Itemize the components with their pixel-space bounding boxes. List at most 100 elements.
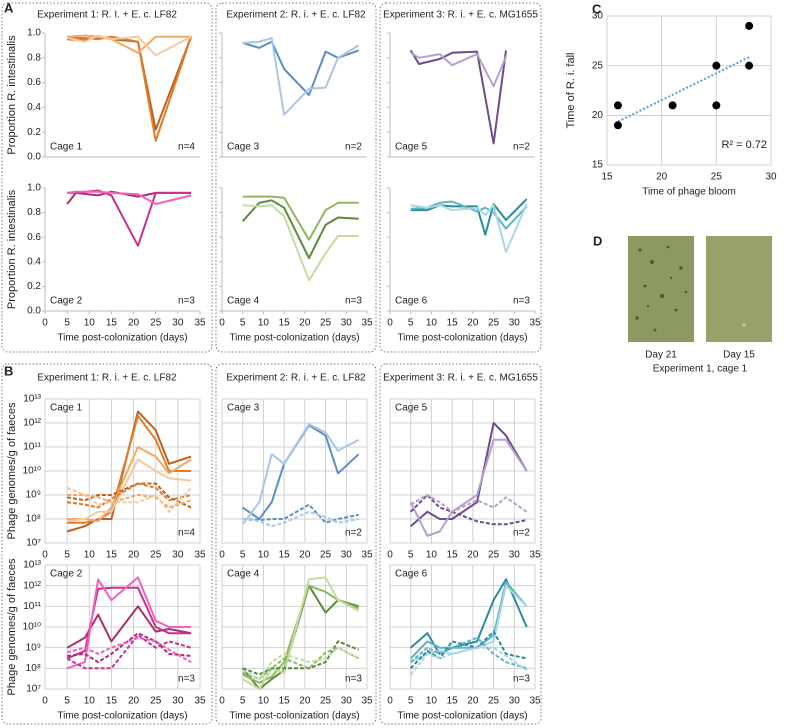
x-tick-label: 10 <box>84 550 96 561</box>
x-tick-label: 35 <box>194 318 206 329</box>
chart: 10⁷ 10⁸ 10⁹ 10¹⁰ 10¹¹ 10¹² 10¹³ 0 5 10 15 20 25 30 35 E… <box>6 373 206 561</box>
x-tick-label: 20 <box>299 696 311 707</box>
x-tick-label: 25 <box>320 318 332 329</box>
x-tick-label: 10 <box>258 318 270 329</box>
y-tick-label: 0.6 <box>27 232 41 243</box>
y-tick-label: 10¹⁰ <box>23 466 41 477</box>
plaque-image <box>628 236 694 342</box>
y-tick-label: 10¹¹ <box>23 601 41 612</box>
x-tick-label: 15 <box>447 696 459 707</box>
point <box>613 121 622 130</box>
x-tick-label: 30 <box>172 696 184 707</box>
data-line <box>410 51 507 88</box>
n-label: n=3 <box>513 296 530 307</box>
data-line <box>410 584 528 663</box>
n-label: n=2 <box>345 142 362 153</box>
x-axis-label: Time post-colonization (days) <box>397 711 527 722</box>
x-tick-label: 10 <box>426 696 438 707</box>
n-label: n=3 <box>513 674 530 685</box>
panel-letter: C <box>592 1 602 16</box>
x-tick-label: 35 <box>361 550 373 561</box>
x-tick-label: 30 <box>341 550 353 561</box>
x-tick-label: 0 <box>42 696 48 707</box>
x-tick-label: 35 <box>361 696 373 707</box>
x-tick-label: 15 <box>447 550 459 561</box>
x-tick-label: 0 <box>42 550 48 561</box>
x-axis-label: Time post-colonization (days) <box>229 711 359 722</box>
panel-box <box>215 2 377 353</box>
x-tick-label: 5 <box>408 550 414 561</box>
panel-box <box>379 363 542 725</box>
x-tick-label: 25 <box>488 318 500 329</box>
chart-title: Experiment 1: R. I. + E. c. LF82 <box>37 10 177 21</box>
cage-label: Cage 4 <box>227 569 260 580</box>
y-tick-label: 15 <box>592 160 604 171</box>
y-tick-label: 10⁷ <box>26 538 41 549</box>
x-tick-label: 30 <box>765 172 777 183</box>
chart: Experiment 3: R. i. + E. c. MG1655 Cage 5… <box>383 10 538 158</box>
y-tick-label: 0.4 <box>27 102 41 113</box>
n-label: n=3 <box>178 296 195 307</box>
x-tick-label: 15 <box>106 696 118 707</box>
x-tick-label: 20 <box>467 318 479 329</box>
cage-label: Cage 3 <box>227 403 260 414</box>
data-line <box>66 458 192 523</box>
y-tick-label: 10¹² <box>23 580 41 591</box>
y-tick-label: 0.8 <box>27 52 41 63</box>
data-line <box>409 581 528 660</box>
cage-label: Cage 2 <box>50 296 83 307</box>
x-tick-label: 30 <box>509 550 521 561</box>
data-line <box>66 636 192 663</box>
y-tick-label: 20 <box>592 110 604 121</box>
x-tick-label: 0 <box>219 550 225 561</box>
panel-letter: B <box>4 363 13 378</box>
x-tick-label: 20 <box>656 172 668 183</box>
x-tick-label: 35 <box>529 318 541 329</box>
y-tick-label: 1.0 <box>27 28 41 39</box>
y-tick-label: 30 <box>592 11 604 22</box>
y-tick-label: 10¹⁰ <box>23 622 41 633</box>
r-squared: R² = 0.72 <box>721 139 767 151</box>
data-line <box>241 423 360 525</box>
y-tick-label: 10⁸ <box>26 663 41 674</box>
x-tick-label: 20 <box>128 318 140 329</box>
x-tick-label: 25 <box>150 550 162 561</box>
x-tick-label: 20 <box>128 696 140 707</box>
y-tick-label: 0.6 <box>27 77 41 88</box>
x-tick-label: 5 <box>408 318 414 329</box>
x-tick-label: 15 <box>106 318 118 329</box>
y-tick-label: 0.0 <box>27 306 41 317</box>
x-tick-label: 5 <box>408 696 414 707</box>
cage-label: Cage 5 <box>395 142 428 153</box>
y-tick-label: 0.2 <box>27 127 41 138</box>
x-tick-label: 35 <box>361 318 373 329</box>
data-line <box>409 494 527 526</box>
x-tick-label: 30 <box>341 318 353 329</box>
chart: 0 5 10 15 20 25 30 35 Experiment 2: R. i. + E. c… <box>219 373 373 561</box>
x-tick-label: 0 <box>387 318 393 329</box>
x-tick-label: 10 <box>426 550 438 561</box>
n-label: n=2 <box>345 528 362 539</box>
panel-box <box>1 2 213 353</box>
y-axis-label: Phage genomes/g of faeces <box>6 402 18 539</box>
chart-title: Experiment 3: R. i. + E. c. MG1655 <box>383 10 538 21</box>
x-tick-label: 25 <box>150 318 162 329</box>
data-line <box>66 486 192 513</box>
x-tick-label: 20 <box>467 550 479 561</box>
point <box>613 101 622 110</box>
y-tick-label: 0.8 <box>27 207 41 218</box>
x-axis-label: Time of phage bloom <box>642 187 736 198</box>
x-tick-label: 5 <box>64 318 70 329</box>
trendline <box>617 56 750 123</box>
y-tick-label: 10¹³ <box>23 394 41 405</box>
data-line <box>67 414 192 524</box>
x-tick-label: 15 <box>279 696 291 707</box>
point <box>712 61 721 70</box>
chart-title: Experiment 2: R. i. + E. c. LF82 <box>226 10 366 21</box>
x-tick-label: 25 <box>320 550 332 561</box>
y-tick-label: 10⁹ <box>26 642 41 653</box>
panel-letter: D <box>593 233 602 248</box>
x-tick-label: 25 <box>488 696 500 707</box>
